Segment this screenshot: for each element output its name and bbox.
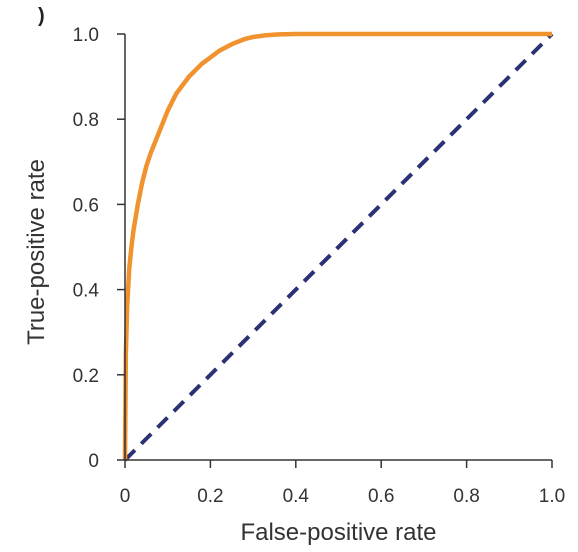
x-tick-label: 0.4 [283, 486, 310, 507]
y-axis-title: True-positive rate [23, 159, 50, 345]
x-tick-label: 0.8 [453, 486, 479, 507]
roc-curve-line [122, 31, 552, 461]
chance-diagonal-line [123, 32, 554, 462]
y-tick-label: 0.4 [73, 281, 100, 302]
x-axis-title: False-positive rate [240, 519, 436, 546]
y-tick-label: 0.6 [73, 195, 99, 216]
x-tick-label: 0.6 [368, 486, 394, 507]
y-tick-label: 0.2 [73, 366, 99, 387]
x-tick-label: 0.2 [197, 486, 223, 507]
y-tick-label: 1.0 [73, 25, 99, 46]
x-tick-label: 0 [120, 486, 131, 507]
x-tick-label: 1.0 [539, 486, 565, 507]
x-axis-ticks: 0 0.2 0.4 0.6 0.8 1.0 [120, 460, 565, 507]
y-axis-ticks: 0 0.2 0.4 0.6 0.8 1.0 [73, 25, 125, 472]
plot-area [122, 31, 554, 462]
panel-label: ) [38, 5, 45, 27]
y-tick-label: 0.8 [73, 110, 99, 131]
y-tick-label: 0 [88, 451, 99, 472]
